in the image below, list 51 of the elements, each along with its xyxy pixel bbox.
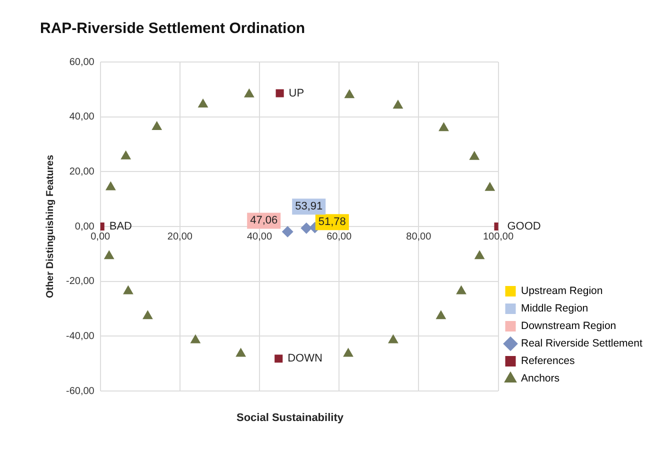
point [470, 151, 480, 160]
x-tick-label: 80,00 [406, 231, 432, 242]
point [343, 348, 354, 357]
point [190, 334, 200, 344]
y-tick-label: -60,00 [66, 386, 95, 397]
point [438, 122, 449, 132]
point [152, 121, 162, 130]
legend-label: Downstream Region [521, 320, 616, 332]
point [244, 88, 254, 98]
x-tick-label: 20,00 [167, 231, 193, 242]
y-tick-label: 40,00 [69, 112, 95, 123]
point [120, 150, 131, 160]
legend-label: References [521, 355, 575, 368]
point [104, 250, 114, 260]
y-tick-label: 20,00 [69, 166, 95, 178]
x-axis-title: Social Sustainability [236, 412, 344, 424]
point [300, 222, 312, 234]
point [388, 334, 398, 344]
point [236, 348, 246, 357]
y-tick-label: -40,00 [66, 330, 95, 342]
x-tick-label: 40,00 [246, 231, 272, 242]
point [485, 182, 495, 191]
annotation: 53,91 [295, 200, 323, 213]
data-label: UP [288, 87, 304, 100]
point [344, 90, 354, 98]
y-tick-label: -20,00 [66, 276, 95, 288]
annotation: 51,78 [318, 216, 346, 228]
data-label: DOWN [288, 352, 322, 365]
y-axis-title: Other Distinguishing Features [44, 154, 56, 298]
point [282, 226, 294, 238]
data-label: BAD [109, 220, 132, 233]
data-label: GOOD [507, 220, 541, 233]
point [123, 286, 134, 294]
point [436, 310, 446, 320]
point [456, 286, 466, 294]
point [142, 310, 153, 320]
x-tick-label: 0,00 [90, 231, 111, 242]
point [393, 100, 403, 109]
x-tick-label: 60,00 [326, 231, 352, 242]
point [474, 250, 484, 260]
x-tick-label: 100,00 [482, 231, 514, 242]
annotation: 47,06 [250, 214, 278, 227]
point [198, 98, 208, 108]
legend-label: Middle Region [521, 302, 588, 315]
legend-label: Real Riverside Settlement [521, 338, 642, 350]
y-tick-label: 60,00 [69, 56, 95, 68]
point [106, 182, 116, 190]
y-tick-label: 0,00 [74, 221, 95, 232]
legend-label: Anchors [521, 372, 560, 385]
chart-title: RAP-Riverside Settlement Ordination [40, 20, 306, 38]
legend-label: Upstream Region [521, 285, 603, 298]
